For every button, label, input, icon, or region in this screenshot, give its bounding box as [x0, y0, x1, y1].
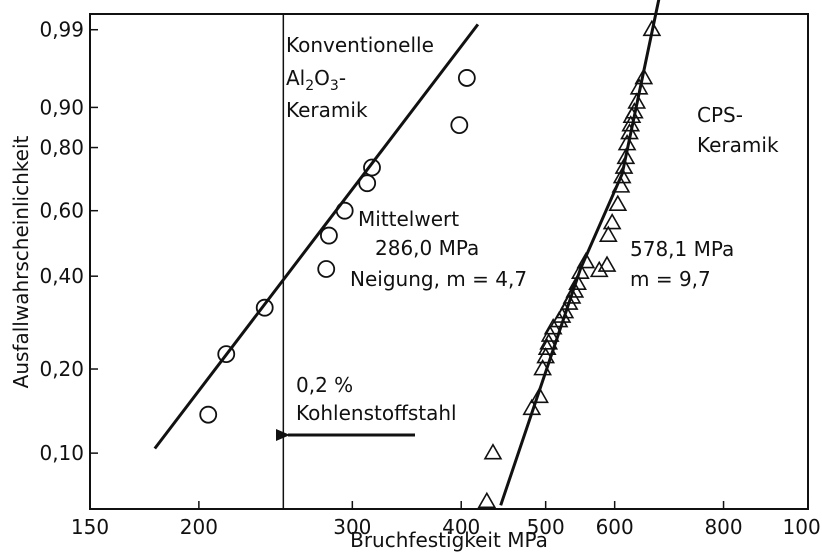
- data-point-circle: [450, 116, 469, 135]
- data-point-triangle: [598, 225, 618, 242]
- x-tick-label: 500: [527, 515, 565, 539]
- annotation-mean-line3: Neigung, m = 4,7: [350, 267, 527, 291]
- y-axis-ticks: 0,10 0,20 0,40 0,60 0,80 0,90 0,99: [39, 18, 98, 465]
- annotation-cps-line1: CPS-: [697, 103, 743, 127]
- data-point-triangle: [589, 260, 609, 278]
- y-tick-label: 0,40: [39, 264, 84, 288]
- data-point-triangle: [611, 176, 631, 193]
- y-axis-label: Ausfallwahrscheinlichkeit: [9, 136, 33, 389]
- data-point-triangle: [483, 443, 503, 460]
- fit-line-conventional: [153, 23, 480, 450]
- annotation-mean-line2: 286,0 MPa: [375, 236, 479, 260]
- annotation-conv-line1: Konventionelle: [286, 33, 434, 57]
- data-points: [199, 19, 662, 509]
- data-point-triangle: [621, 115, 641, 132]
- data-point-triangle: [477, 491, 497, 509]
- data-point-circle: [320, 226, 338, 245]
- data-point-triangle: [612, 166, 632, 184]
- data-point-triangle: [533, 359, 553, 376]
- data-point-circle: [255, 298, 274, 317]
- data-point-circle: [217, 345, 236, 364]
- annotation-cps-line2: Keramik: [697, 133, 779, 157]
- data-point-triangle: [616, 147, 636, 165]
- data-point-triangle: [522, 398, 542, 416]
- data-point-triangle: [597, 255, 617, 272]
- annotation-steel-line1: 0,2 %: [296, 373, 353, 397]
- data-point-triangle: [624, 102, 644, 119]
- data-point-triangle: [617, 134, 637, 151]
- x-tick-label: 800: [704, 515, 742, 539]
- x-axis-label: Bruchfestigkeit MPa: [350, 528, 548, 552]
- data-point-circle: [335, 201, 354, 220]
- y-tick-label: 0,10: [39, 441, 84, 465]
- y-tick-label: 0,99: [39, 18, 84, 42]
- data-point-triangle: [602, 212, 622, 230]
- data-point-triangle: [614, 157, 634, 174]
- data-point-circle: [363, 158, 381, 177]
- data-point-triangle: [555, 302, 575, 319]
- annotation-mean-line1: Mittelwert: [358, 207, 459, 231]
- data-point-circle: [457, 69, 476, 87]
- fit-lines: [153, 0, 661, 506]
- data-point-triangle: [570, 262, 590, 279]
- data-point-triangle: [576, 251, 596, 269]
- y-tick-label: 0,20: [39, 357, 84, 381]
- data-point-triangle: [568, 273, 587, 291]
- data-point-triangle: [530, 386, 549, 404]
- data-point-circle: [199, 405, 218, 424]
- x-tick-label: 600: [596, 515, 634, 539]
- annotation-cps-m: m = 9,7: [630, 267, 711, 291]
- data-point-triangle: [629, 78, 649, 95]
- data-point-triangle: [634, 67, 654, 85]
- x-tick-label: 150: [71, 515, 109, 539]
- x-tick-label: 400: [442, 515, 480, 539]
- data-point-triangle: [608, 194, 628, 211]
- data-point-triangle: [536, 346, 556, 364]
- data-point-triangle: [620, 122, 639, 140]
- plot-frame: [89, 13, 809, 510]
- fit-line-cps: [499, 0, 661, 506]
- annotation-steel-line2: Kohlenstoffstahl: [296, 401, 457, 425]
- data-point-triangle: [642, 19, 662, 37]
- data-point-circle: [317, 260, 336, 278]
- data-point-triangle: [627, 92, 647, 109]
- data-point-circle: [358, 174, 377, 193]
- y-tick-label: 0,80: [39, 136, 84, 160]
- x-tick-label: 200: [180, 515, 218, 539]
- data-point-triangle: [537, 338, 557, 355]
- annotation-conv-line2: Al2O3-: [286, 66, 346, 94]
- x-tick-label: 300: [333, 515, 371, 539]
- y-tick-label: 0,60: [39, 199, 84, 223]
- annotation-conv-line3: Keramik: [286, 98, 368, 122]
- y-tick-label: 0,90: [39, 95, 84, 119]
- annotation-cps-mean: 578,1 MPa: [630, 237, 734, 261]
